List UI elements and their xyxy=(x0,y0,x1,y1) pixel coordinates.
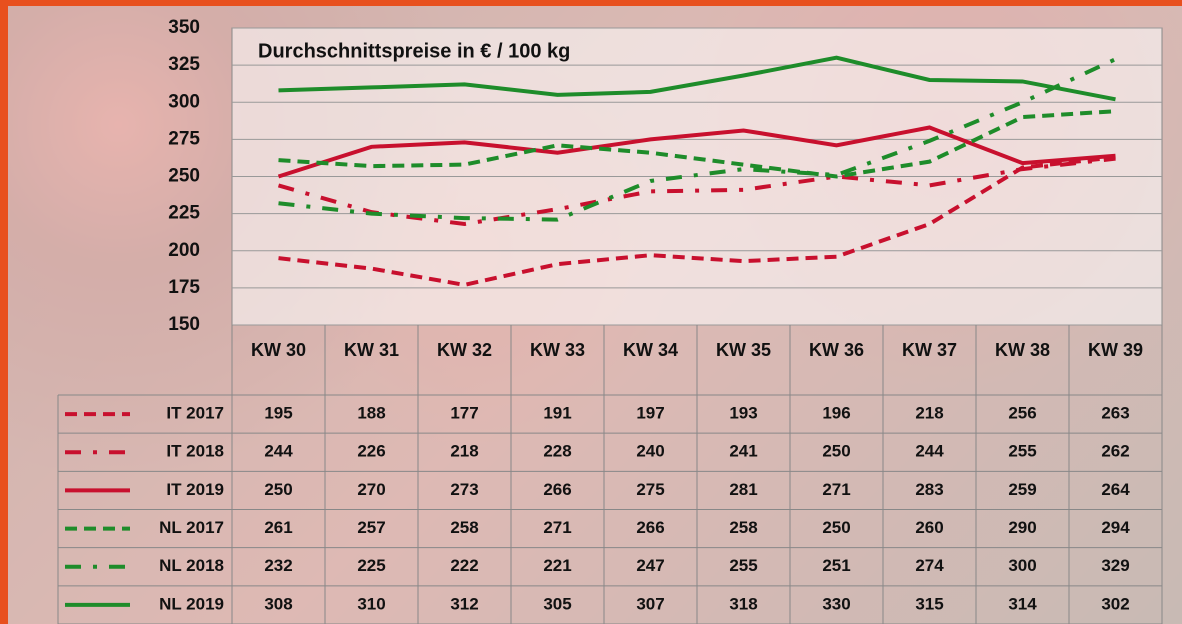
table-value: 329 xyxy=(1101,556,1129,575)
table-value: 259 xyxy=(1008,480,1036,499)
table-value: 302 xyxy=(1101,594,1129,613)
table-value: 260 xyxy=(915,518,943,537)
x-tick-label: KW 37 xyxy=(901,340,957,360)
table-value: 177 xyxy=(450,404,478,423)
table-value: 308 xyxy=(264,594,292,613)
x-tick-label: KW 34 xyxy=(622,340,678,360)
table-value: 258 xyxy=(729,518,757,537)
table-value: 270 xyxy=(357,480,385,499)
table-value: 241 xyxy=(729,442,757,461)
table-value: 225 xyxy=(357,556,385,575)
table-value: 273 xyxy=(450,480,478,499)
table-value: 244 xyxy=(915,442,944,461)
y-tick-label: 300 xyxy=(168,91,200,112)
table-value: 250 xyxy=(822,442,850,461)
table-value: 255 xyxy=(1008,442,1036,461)
table-value: 290 xyxy=(1008,518,1036,537)
table-value: 264 xyxy=(1101,480,1130,499)
table-value: 274 xyxy=(915,556,944,575)
table-value: 314 xyxy=(1008,594,1037,613)
table-value: 271 xyxy=(822,480,850,499)
table-value: 294 xyxy=(1101,518,1130,537)
border xyxy=(0,0,1182,6)
x-tick-label: KW 38 xyxy=(994,340,1050,360)
series-line xyxy=(277,125,1116,179)
table-value: 266 xyxy=(543,480,571,499)
table-value: 226 xyxy=(357,442,385,461)
series-line xyxy=(277,156,1116,227)
table-value: 232 xyxy=(264,556,292,575)
table-value: 221 xyxy=(543,556,571,575)
table-value: 250 xyxy=(264,480,292,499)
series-line xyxy=(278,57,1117,222)
x-tick-label: KW 32 xyxy=(436,340,492,360)
table-value: 196 xyxy=(822,404,850,423)
table-value: 191 xyxy=(543,404,571,423)
y-tick-label: 200 xyxy=(168,240,200,261)
table-value: 281 xyxy=(729,480,757,499)
legend-label: NL 2017 xyxy=(159,518,224,537)
series-line xyxy=(278,109,1116,179)
y-tick-label: 175 xyxy=(168,277,200,298)
table-value: 244 xyxy=(264,442,293,461)
table-value: 257 xyxy=(357,518,385,537)
table-value: 240 xyxy=(636,442,664,461)
y-tick-label: 250 xyxy=(168,166,200,187)
table-value: 262 xyxy=(1101,442,1129,461)
table-value: 275 xyxy=(636,480,664,499)
x-tick-label: KW 36 xyxy=(808,340,864,360)
y-tick-label: 150 xyxy=(168,314,200,335)
table-value: 330 xyxy=(822,594,850,613)
y-tick-label: 225 xyxy=(168,203,200,224)
table-value: 218 xyxy=(450,442,478,461)
table-value: 315 xyxy=(915,594,943,613)
legend-label: NL 2019 xyxy=(159,594,224,613)
table-value: 228 xyxy=(543,442,571,461)
table-value: 256 xyxy=(1008,404,1036,423)
table-value: 250 xyxy=(822,518,850,537)
x-tick-label: KW 31 xyxy=(343,340,399,360)
y-tick-label: 350 xyxy=(168,17,200,38)
table-value: 263 xyxy=(1101,404,1129,423)
table-value: 195 xyxy=(264,404,292,423)
table-value: 300 xyxy=(1008,556,1036,575)
table-value: 218 xyxy=(915,404,943,423)
table-value: 271 xyxy=(543,518,571,537)
chart-title: Durchschnittspreise in € / 100 kg xyxy=(258,40,570,62)
table-value: 261 xyxy=(264,518,292,537)
table-value: 247 xyxy=(636,556,664,575)
table-value: 188 xyxy=(357,404,385,423)
x-tick-label: KW 33 xyxy=(529,340,585,360)
legend-label: IT 2017 xyxy=(166,404,224,423)
series-line xyxy=(278,55,1116,102)
y-tick-label: 275 xyxy=(168,128,200,149)
table-value: 222 xyxy=(450,556,478,575)
border xyxy=(0,0,8,624)
table-value: 283 xyxy=(915,480,943,499)
table-value: 318 xyxy=(729,594,757,613)
table-value: 193 xyxy=(729,404,757,423)
table-value: 258 xyxy=(450,518,478,537)
table-value: 312 xyxy=(450,594,478,613)
table-value: 197 xyxy=(636,404,664,423)
legend-label: IT 2019 xyxy=(166,480,224,499)
x-tick-label: KW 39 xyxy=(1087,340,1143,360)
table-value: 266 xyxy=(636,518,664,537)
legend-label: IT 2018 xyxy=(166,442,224,461)
y-tick-label: 325 xyxy=(168,54,200,75)
table-value: 255 xyxy=(729,556,757,575)
legend-label: NL 2018 xyxy=(159,556,224,575)
x-tick-label: KW 35 xyxy=(715,340,771,360)
table-value: 310 xyxy=(357,594,385,613)
series-line xyxy=(278,155,1116,287)
table-value: 251 xyxy=(822,556,850,575)
x-tick-label: KW 30 xyxy=(250,340,306,360)
table-value: 307 xyxy=(636,594,664,613)
table-value: 305 xyxy=(543,594,571,613)
